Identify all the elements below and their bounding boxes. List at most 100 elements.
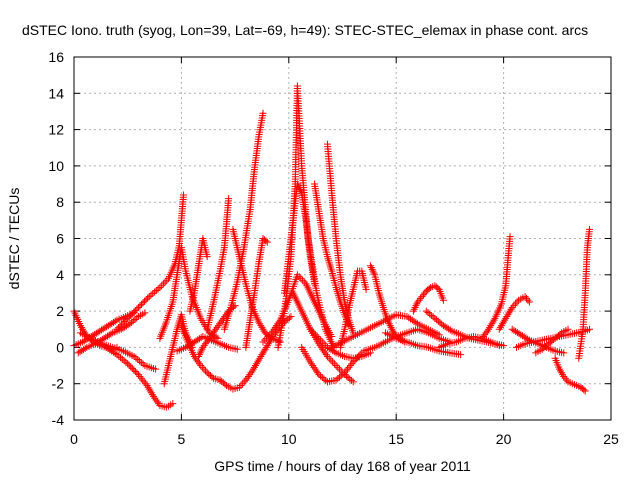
data-point	[315, 334, 323, 342]
data-point	[154, 285, 162, 293]
data-point	[505, 309, 513, 317]
data-point	[487, 322, 495, 330]
data-point	[332, 362, 340, 370]
data-point	[124, 314, 132, 322]
data-point	[386, 322, 394, 330]
data-point	[310, 363, 318, 371]
data-point	[489, 318, 497, 326]
data-point	[125, 313, 133, 321]
data-point	[180, 191, 188, 199]
data-point	[344, 365, 352, 373]
data-point	[306, 325, 314, 333]
data-point	[265, 338, 273, 346]
data-point	[258, 323, 266, 331]
data-point	[134, 371, 142, 379]
data-point	[203, 338, 211, 346]
data-point	[196, 349, 204, 357]
data-point	[421, 289, 429, 297]
data-point	[479, 333, 487, 341]
data-point	[259, 109, 267, 117]
data-point	[409, 307, 417, 315]
data-point	[560, 372, 568, 380]
data-point	[334, 375, 342, 383]
data-point	[249, 365, 257, 373]
data-point	[145, 293, 153, 301]
data-point	[248, 367, 256, 375]
data-point	[417, 294, 425, 302]
data-point	[586, 225, 594, 233]
data-point	[208, 373, 216, 381]
data-point	[346, 375, 354, 383]
y-axis-label: dSTEC / TECUs	[6, 188, 22, 290]
data-point	[285, 314, 293, 322]
data-point	[339, 370, 347, 378]
data-point	[217, 318, 225, 326]
data-point	[80, 327, 88, 335]
data-point	[205, 334, 213, 342]
data-point	[136, 302, 144, 310]
data-point	[266, 331, 274, 339]
data-point	[370, 269, 378, 277]
data-point	[113, 325, 121, 333]
data-point	[152, 396, 160, 404]
data-point	[163, 276, 171, 284]
data-point	[270, 325, 278, 333]
data-point	[158, 282, 166, 290]
data-point	[133, 369, 141, 377]
data-point	[202, 367, 210, 375]
data-point	[275, 318, 283, 326]
data-point	[483, 327, 491, 335]
data-points	[70, 82, 594, 411]
data-point	[104, 345, 112, 353]
data-point	[136, 372, 144, 380]
y-tick-label: 16	[48, 49, 64, 65]
data-point	[433, 316, 441, 324]
data-point	[209, 329, 217, 337]
data-point	[118, 355, 126, 363]
data-point	[130, 308, 138, 316]
data-point	[133, 314, 141, 322]
data-point	[151, 394, 159, 402]
data-point	[203, 253, 211, 261]
data-point	[197, 347, 205, 355]
data-point	[117, 354, 125, 362]
data-point	[213, 323, 221, 331]
data-point	[195, 352, 203, 360]
data-point	[134, 356, 142, 363]
data-point	[131, 368, 139, 376]
data-point	[244, 372, 252, 380]
data-point	[137, 374, 145, 382]
data-point	[315, 371, 323, 379]
data-point	[502, 314, 510, 322]
data-point	[346, 362, 354, 370]
data-point	[557, 367, 565, 375]
data-point	[195, 351, 203, 359]
data-point	[312, 367, 320, 375]
data-point	[504, 311, 512, 319]
data-point	[408, 316, 416, 324]
data-point	[580, 386, 588, 394]
data-point	[131, 307, 139, 315]
data-point	[148, 391, 156, 399]
data-point	[142, 380, 150, 388]
data-point	[131, 315, 139, 323]
data-point	[322, 351, 330, 359]
data-point	[111, 349, 119, 357]
data-point	[501, 316, 509, 324]
data-point	[429, 313, 437, 321]
data-point	[410, 317, 418, 325]
data-point	[503, 313, 511, 321]
data-point	[192, 354, 200, 362]
data-point	[120, 357, 128, 365]
data-point	[141, 297, 149, 305]
data-point	[485, 325, 493, 333]
data-point	[384, 316, 392, 324]
data-point	[488, 320, 496, 328]
data-point	[201, 340, 209, 348]
data-point	[139, 360, 147, 368]
data-point	[323, 352, 331, 360]
data-point	[143, 382, 151, 390]
grid	[74, 57, 611, 420]
data-point	[490, 316, 498, 324]
